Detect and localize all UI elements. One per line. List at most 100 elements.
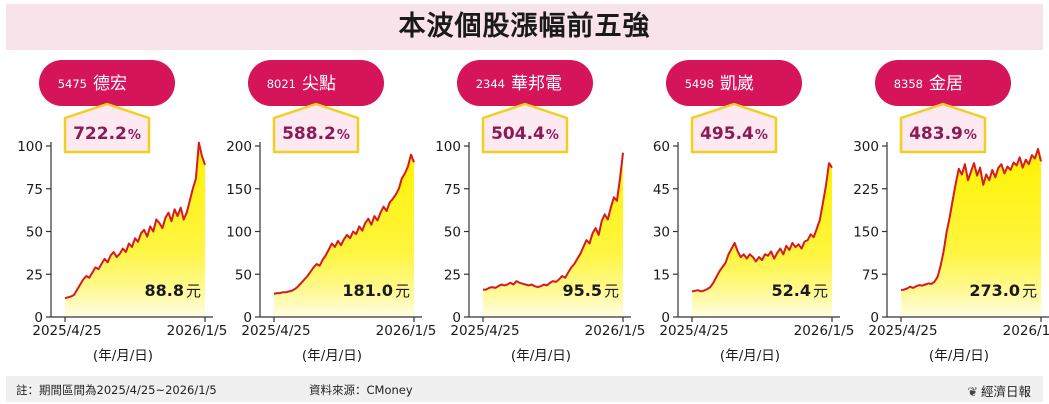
y-tick-label: 150 (853, 225, 879, 241)
stock-name: 華邦電 (511, 74, 562, 94)
x-start-label: 2025/4/25 (32, 323, 101, 339)
end-value-label: 273.0 元 (969, 281, 1037, 300)
y-tick-label: 45 (653, 182, 670, 198)
stock-pill (666, 60, 802, 106)
stock-pill (39, 60, 175, 106)
x-start-label: 2025/4/25 (868, 323, 937, 339)
brand-name: 經濟日報 (980, 384, 1031, 399)
end-value: 181.0 (342, 281, 393, 300)
end-value: 273.0 (969, 281, 1020, 300)
y-tick-label: 60 (653, 139, 670, 155)
end-unit: 元 (813, 282, 828, 300)
gain-value: 588.2 (282, 124, 336, 144)
gain-label: 483.9% (909, 124, 977, 144)
newspaper-logo-icon: ❦ (967, 384, 978, 399)
gain-value: 504.4 (491, 124, 545, 144)
y-tick-label: 300 (853, 139, 879, 155)
gain-badge (899, 102, 987, 154)
stock-name: 德宏 (93, 74, 127, 94)
chart-8358: 0 75 150 225 300 2025/4/25 2026/1/5 (年/月/日) 273.… (853, 60, 1049, 364)
y-tick-label: 0 (661, 310, 670, 326)
gain-label: 495.4% (700, 124, 768, 144)
x-unit-label: (年/月/日) (302, 348, 362, 364)
price-line (691, 162, 833, 293)
y-tick-label: 0 (870, 310, 879, 326)
price-line (483, 152, 624, 291)
stock-code: 2344 (476, 77, 505, 91)
y-tick-label: 0 (34, 310, 43, 326)
area-fill (692, 163, 832, 317)
stock-name: 金居 (929, 74, 963, 94)
x-start-label: 2025/4/25 (241, 323, 310, 339)
y-tick-label: 0 (243, 310, 252, 326)
end-unit: 元 (1022, 282, 1037, 300)
stock-code: 8358 (894, 77, 923, 91)
footer-note: 註：期間區間為2025/4/25~2026/1/5 (16, 383, 217, 397)
y-tick-label: 225 (853, 182, 879, 198)
y-tick-label: 50 (444, 225, 461, 241)
stock-name: 尖點 (302, 74, 336, 94)
x-end-label: 2026/1/5 (376, 323, 437, 339)
y-tick-label: 150 (226, 182, 252, 198)
y-tick-label: 75 (26, 182, 43, 198)
area-fill (901, 148, 1041, 317)
gain-value: 495.4 (700, 124, 754, 144)
footer-brand: ❦ 經濟日報 (968, 381, 1032, 400)
chart-2344: 0 25 50 75 100 2025/4/25 2026/1/5 (年/月/日) 95.5 元 2… (435, 60, 645, 364)
x-unit-label: (年/月/日) (929, 348, 989, 364)
page-title: 本波個股漲幅前五強 (398, 11, 651, 42)
end-value: 52.4 (772, 281, 811, 300)
gain-unit: % (546, 128, 559, 143)
y-tick-label: 25 (444, 267, 461, 283)
end-value: 95.5 (563, 281, 602, 300)
gain-badge (481, 102, 569, 154)
x-start-label: 2025/4/25 (450, 323, 519, 339)
x-end-label: 2026/1/5 (167, 323, 228, 339)
gain-value: 483.9 (909, 124, 963, 144)
gain-label: 588.2% (282, 124, 350, 144)
end-unit: 元 (395, 282, 410, 300)
stock-pill (248, 60, 384, 106)
end-value-label: 88.8 元 (145, 281, 202, 300)
x-unit-label: (年/月/日) (720, 348, 780, 364)
stock-pill (457, 60, 593, 106)
area-fill (274, 154, 414, 317)
gain-label: 504.4% (491, 124, 559, 144)
gain-unit: % (964, 128, 977, 143)
y-tick-label: 100 (226, 225, 252, 241)
end-value-label: 181.0 元 (342, 281, 410, 300)
chart-5498: 0 15 30 45 60 2025/4/25 2026/1/5 (年/月/日) 52.4 元 54… (653, 60, 855, 364)
price-line (64, 141, 206, 300)
gain-badge (272, 102, 360, 154)
price-line (273, 153, 415, 295)
stock-name: 凱崴 (720, 74, 754, 94)
stock-code: 5498 (685, 77, 714, 91)
gain-label: 722.2% (73, 124, 141, 144)
x-end-label: 2026/1/5 (794, 323, 855, 339)
gain-badge (690, 102, 778, 154)
chart-8021: 0 50 100 150 200 2025/4/25 2026/1/5 (年/月/日) 181.… (226, 60, 436, 364)
price-line (900, 147, 1042, 292)
end-unit: 元 (186, 282, 201, 300)
stock-code: 8021 (267, 77, 296, 91)
end-value-label: 52.4 元 (772, 281, 829, 300)
footer: 註：期間區間為2025/4/25~2026/1/5 資料來源：CMoney ❦ 經… (6, 376, 1043, 402)
y-tick-label: 15 (653, 267, 670, 283)
title-bar: 本波個股漲幅前五強 (6, 4, 1043, 50)
y-tick-label: 200 (226, 139, 252, 155)
footer-source: 資料來源：CMoney (309, 383, 413, 397)
gain-value: 722.2 (73, 124, 127, 144)
x-start-label: 2025/4/25 (659, 323, 728, 339)
end-unit: 元 (604, 282, 619, 300)
y-tick-label: 25 (26, 267, 43, 283)
x-unit-label: (年/月/日) (93, 348, 153, 364)
end-value: 88.8 (145, 281, 184, 300)
end-value-label: 95.5 元 (563, 281, 620, 300)
y-tick-label: 50 (235, 267, 252, 283)
x-unit-label: (年/月/日) (511, 348, 571, 364)
y-tick-label: 75 (444, 182, 461, 198)
y-tick-label: 75 (862, 267, 879, 283)
y-tick-label: 0 (452, 310, 461, 326)
y-tick-label: 30 (653, 225, 670, 241)
